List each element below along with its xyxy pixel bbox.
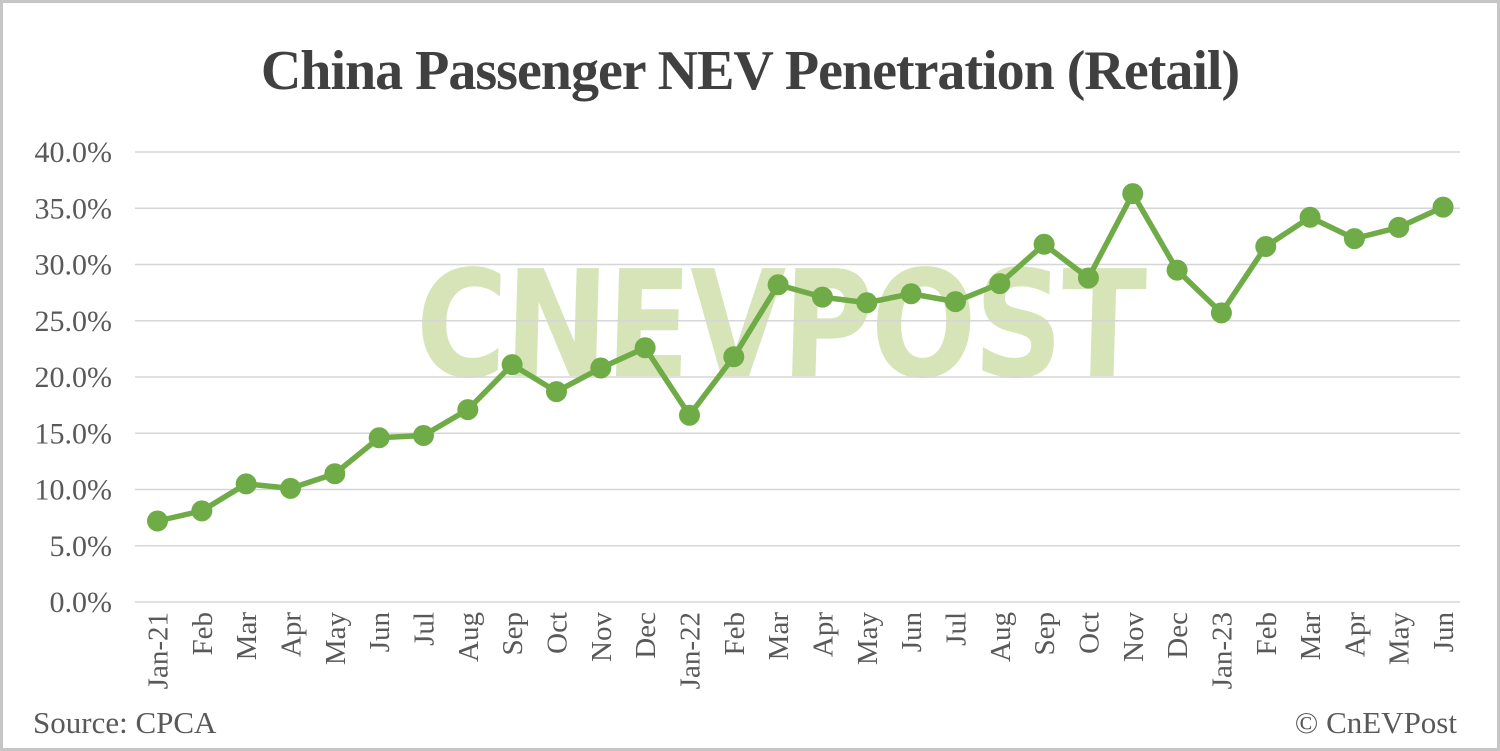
x-axis-tick-label: Oct: [541, 612, 573, 654]
x-axis-tick-label: Sep: [497, 612, 529, 656]
x-axis-tick-label: Feb: [1251, 612, 1283, 656]
data-point-marker: [1432, 196, 1454, 218]
data-point-marker: [1166, 259, 1188, 281]
x-axis-tick-label: Jan-22: [674, 612, 706, 689]
data-point-marker: [1122, 183, 1144, 205]
y-axis-tick-label: 15.0%: [35, 417, 113, 450]
series-line: [154, 190, 1446, 524]
x-axis-tick-label: Mar: [1295, 612, 1327, 661]
y-axis-tick-label: 40.0%: [35, 136, 113, 169]
data-point-marker: [989, 273, 1011, 295]
chart-title: China Passenger NEV Penetration (Retail): [260, 40, 1240, 102]
data-point-marker: [279, 477, 301, 499]
y-axis-tick-label: 35.0%: [35, 192, 113, 225]
x-axis-tick-label: Jan-21: [143, 612, 175, 689]
x-axis-tick-label: Feb: [187, 612, 219, 656]
x-axis-tick-label: May: [320, 612, 352, 666]
x-axis-tick-label: Sep: [1029, 612, 1061, 656]
x-axis-tick-label: Jul: [940, 612, 972, 646]
x-axis-tick-label: Jul: [408, 612, 440, 646]
data-point-marker: [1033, 233, 1055, 255]
data-point-marker: [147, 510, 168, 532]
x-axis-tick-label: Apr: [1339, 612, 1371, 657]
x-axis-tick-label: Feb: [719, 612, 751, 656]
x-axis-tick-label: Mar: [763, 612, 795, 661]
data-point-marker: [324, 463, 346, 485]
y-axis-tick-label: 0.0%: [50, 586, 113, 619]
x-axis-tick-label: Dec: [1162, 612, 1194, 659]
data-point-marker: [1255, 236, 1277, 257]
x-axis-tick-label: Dec: [630, 612, 662, 659]
data-point-marker: [545, 381, 567, 403]
x-axis-tick-label: Oct: [1073, 612, 1105, 654]
data-point-marker: [634, 337, 656, 359]
x-axis-tick-label: Aug: [985, 612, 1017, 662]
data-point-marker: [944, 291, 966, 313]
y-axis-tick-label: 5.0%: [50, 530, 113, 563]
x-axis-tick-label: May: [852, 612, 884, 666]
x-axis-tick-label: Jun: [364, 612, 396, 653]
line-chart: 0.0% 5.0% 10.0% 15.0% 20.0% 25.0% 30.0% 35.0% 40…: [35, 136, 1461, 689]
copyright-note: © CnEVPost: [1294, 705, 1457, 740]
x-axis-tick-label: Mar: [231, 612, 263, 661]
x-axis-tick-label: Jun: [1428, 612, 1460, 653]
data-point-marker: [856, 292, 878, 314]
data-point-marker: [1343, 228, 1365, 250]
y-axis-tick-label: 10.0%: [35, 474, 113, 507]
data-point-marker: [412, 425, 434, 446]
data-point-marker: [900, 283, 922, 305]
data-point-marker: [1388, 216, 1410, 238]
y-axis-tick-label: 25.0%: [35, 305, 113, 338]
data-point-marker: [590, 357, 612, 379]
x-axis-tick-label: Apr: [275, 612, 307, 657]
x-axis-tick-label: Jun: [896, 612, 928, 653]
data-point-marker: [767, 274, 789, 296]
data-point-marker: [235, 473, 257, 495]
data-point-marker: [368, 427, 390, 449]
data-point-marker: [1077, 267, 1099, 289]
x-axis-tick-label: Apr: [807, 612, 839, 657]
data-point-marker: [678, 404, 700, 426]
x-axis-tick-label: May: [1384, 612, 1416, 666]
data-point-marker: [1299, 206, 1321, 228]
data-point-marker: [191, 500, 213, 522]
y-axis-tick-label: 30.0%: [35, 249, 113, 282]
data-point-marker: [723, 346, 745, 368]
x-axis-tick-label: Jan-23: [1206, 612, 1238, 689]
data-point-marker: [457, 399, 479, 421]
data-point-marker: [1210, 302, 1232, 324]
y-axis-tick-label: 20.0%: [35, 361, 113, 394]
x-axis-tick-label: Nov: [586, 612, 618, 662]
source-note: Source: CPCA: [33, 705, 217, 740]
data-point-marker: [811, 286, 833, 308]
x-axis-tick-label: Aug: [453, 612, 485, 662]
x-axis-tick-label: Nov: [1118, 612, 1150, 662]
data-point-marker: [501, 354, 523, 376]
